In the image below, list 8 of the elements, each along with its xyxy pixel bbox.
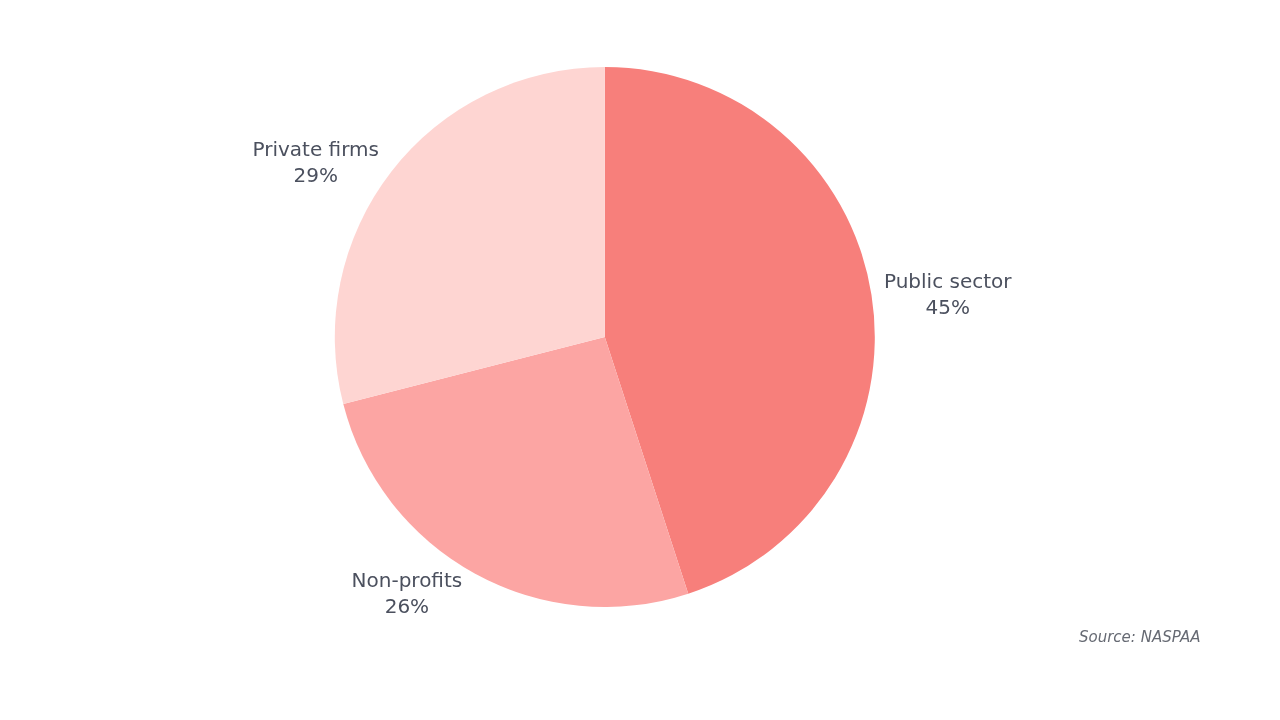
source-note: Source: NASPAA bbox=[1079, 628, 1201, 646]
data-label: 26% bbox=[384, 593, 430, 618]
pie-slice bbox=[604, 66, 875, 594]
data-label: 29% bbox=[293, 163, 338, 188]
slice-label: Private firms bbox=[252, 137, 379, 162]
slice-label: Public sector bbox=[883, 269, 1013, 294]
data-label: 45% bbox=[925, 295, 970, 320]
slice-label: Non-profits bbox=[351, 567, 463, 592]
